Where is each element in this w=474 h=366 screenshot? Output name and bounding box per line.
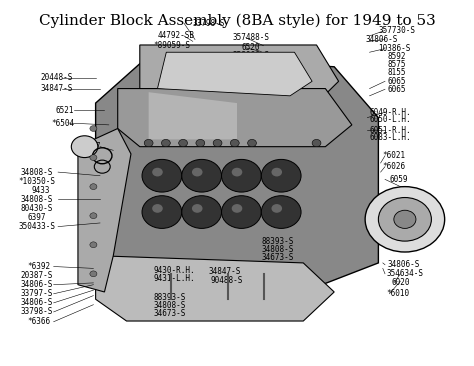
Text: 34808-S: 34808-S	[153, 301, 185, 310]
Text: 80430-S: 80430-S	[20, 204, 53, 213]
Text: 357488-S: 357488-S	[233, 33, 270, 42]
Text: 20448-S: 20448-S	[40, 73, 73, 82]
Circle shape	[272, 204, 282, 213]
Text: 6083-L.H.: 6083-L.H.	[370, 133, 411, 142]
Circle shape	[90, 126, 97, 131]
Text: *6504: *6504	[52, 119, 74, 128]
Text: 34673-S: 34673-S	[261, 253, 294, 262]
Circle shape	[365, 187, 445, 252]
Text: *6010: *6010	[386, 289, 410, 298]
Text: 34806-S: 34806-S	[365, 35, 398, 44]
Circle shape	[162, 139, 170, 147]
Circle shape	[247, 139, 256, 147]
Circle shape	[312, 139, 321, 147]
Circle shape	[142, 196, 182, 228]
Circle shape	[221, 196, 261, 228]
Text: 34806-S: 34806-S	[387, 260, 419, 269]
Circle shape	[90, 213, 97, 219]
Text: 9433: 9433	[32, 186, 50, 195]
Text: *6392: *6392	[27, 262, 50, 271]
Circle shape	[192, 204, 202, 213]
Text: 6521: 6521	[56, 106, 74, 115]
Text: 8592: 8592	[387, 52, 406, 61]
Circle shape	[378, 198, 431, 241]
Circle shape	[230, 139, 239, 147]
Text: 33797-S: 33797-S	[20, 289, 53, 298]
Circle shape	[182, 159, 221, 192]
Text: 90488-S: 90488-S	[210, 276, 243, 285]
Text: *6366: *6366	[27, 317, 50, 326]
Text: 34806-S: 34806-S	[20, 280, 53, 289]
Circle shape	[261, 159, 301, 192]
Text: 34847-S: 34847-S	[40, 84, 73, 93]
Polygon shape	[96, 255, 334, 321]
Circle shape	[213, 139, 222, 147]
Text: 9430-R.H.: 9430-R.H.	[153, 266, 195, 275]
Text: 6050-L.H.: 6050-L.H.	[370, 115, 411, 124]
Text: 6065: 6065	[387, 77, 406, 86]
Text: 6020: 6020	[392, 279, 410, 287]
Circle shape	[182, 196, 221, 228]
Polygon shape	[157, 52, 312, 96]
Circle shape	[192, 168, 202, 176]
Polygon shape	[140, 45, 338, 103]
Text: 34808-S: 34808-S	[261, 244, 294, 254]
Text: 8155: 8155	[387, 68, 406, 77]
Text: 8575: 8575	[387, 60, 406, 69]
Text: 6397: 6397	[27, 213, 46, 222]
Text: 9431-L.H.: 9431-L.H.	[153, 274, 195, 283]
Circle shape	[90, 271, 97, 277]
Polygon shape	[78, 128, 131, 292]
Polygon shape	[149, 92, 237, 139]
Text: 34808-S: 34808-S	[20, 168, 53, 177]
Circle shape	[90, 184, 97, 190]
Text: *6026: *6026	[383, 162, 406, 171]
Text: 6520: 6520	[241, 44, 260, 52]
Text: 6049-R.H.: 6049-R.H.	[370, 108, 411, 117]
Circle shape	[272, 168, 282, 176]
Text: 350433-S: 350433-S	[18, 222, 55, 231]
Circle shape	[196, 139, 205, 147]
Text: 33798-S: 33798-S	[20, 307, 53, 317]
Text: 358066-S: 358066-S	[233, 51, 270, 60]
Circle shape	[144, 139, 153, 147]
Text: 33798-S: 33798-S	[193, 19, 225, 28]
Text: 34847-S: 34847-S	[208, 268, 241, 276]
Text: 10386-S: 10386-S	[378, 44, 411, 53]
Circle shape	[261, 196, 301, 228]
Circle shape	[221, 159, 261, 192]
Text: 357730-S: 357730-S	[378, 26, 415, 35]
Circle shape	[90, 155, 97, 160]
Circle shape	[90, 242, 97, 248]
Text: *6021: *6021	[383, 151, 406, 160]
Circle shape	[232, 204, 242, 213]
Circle shape	[394, 210, 416, 228]
Text: 6057: 6057	[82, 142, 101, 151]
Polygon shape	[96, 56, 378, 299]
Circle shape	[232, 168, 242, 176]
Text: 34806-S: 34806-S	[20, 298, 53, 307]
Circle shape	[152, 168, 163, 176]
Text: 44792-SB: 44792-SB	[157, 31, 194, 40]
Polygon shape	[118, 89, 352, 147]
Circle shape	[179, 139, 188, 147]
Text: 88393-S: 88393-S	[153, 293, 185, 302]
Circle shape	[142, 159, 182, 192]
Circle shape	[152, 204, 163, 213]
Text: *89059-S: *89059-S	[153, 41, 190, 50]
Text: Cylinder Block Assembly (8BA style) for 1949 to 53: Cylinder Block Assembly (8BA style) for …	[38, 14, 436, 29]
Text: 34673-S: 34673-S	[153, 309, 185, 318]
Text: 354634-S: 354634-S	[386, 269, 423, 278]
Text: 6051-R.H.: 6051-R.H.	[370, 126, 411, 135]
Text: *10350-S: *10350-S	[18, 177, 55, 186]
Text: 88393-S: 88393-S	[261, 236, 294, 246]
Circle shape	[71, 136, 98, 158]
Text: 34808-S: 34808-S	[20, 195, 53, 204]
Text: 20387-S: 20387-S	[20, 271, 53, 280]
Text: 6065: 6065	[387, 85, 406, 94]
Text: 6059: 6059	[390, 175, 408, 184]
